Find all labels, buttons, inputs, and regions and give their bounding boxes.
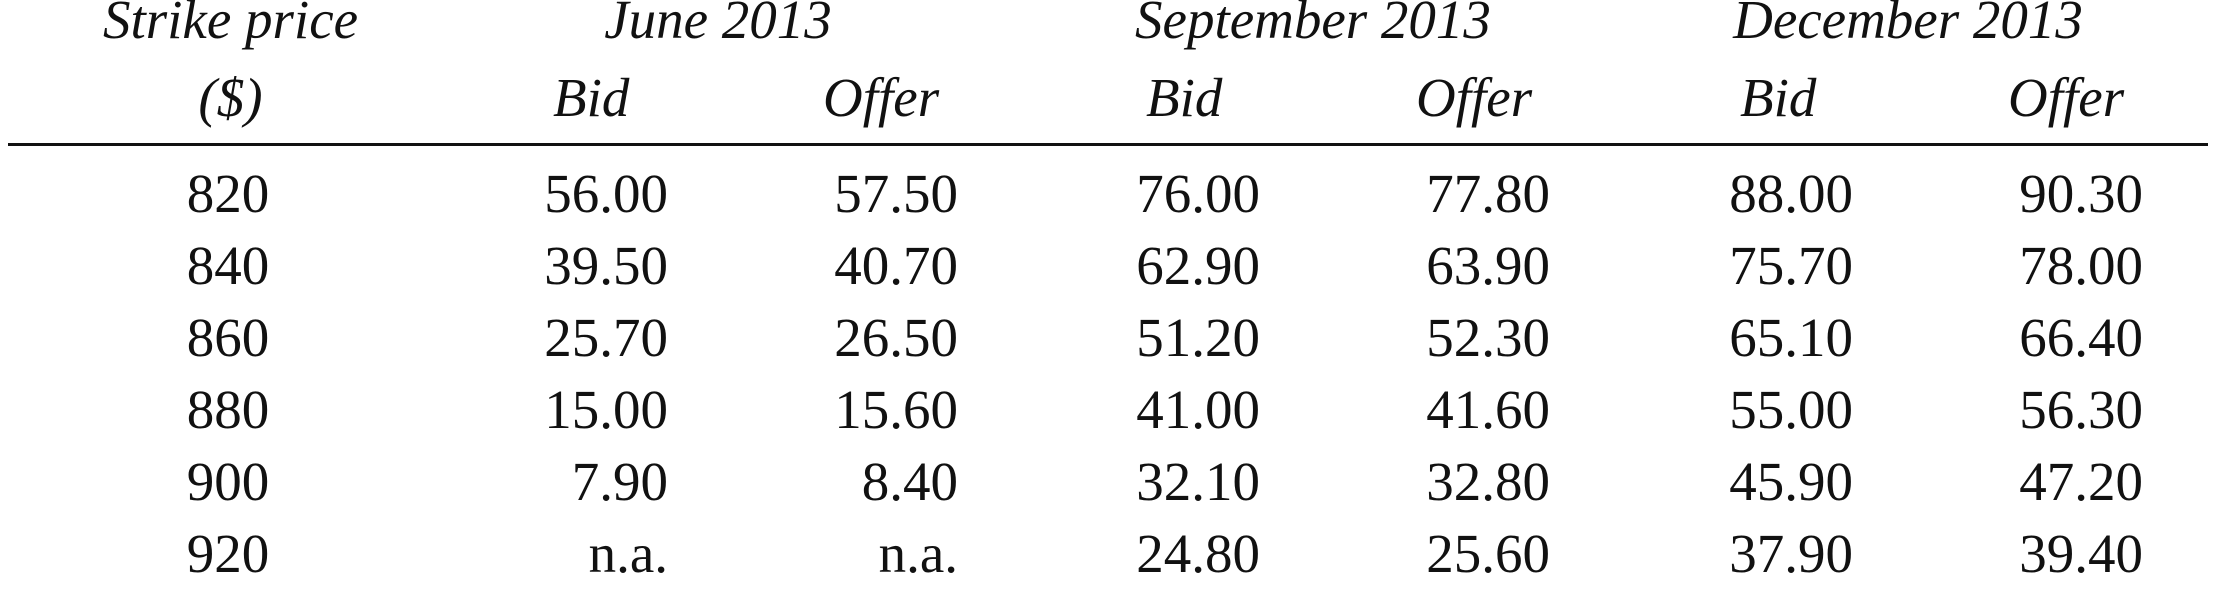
- september-bid-cell: 32.10: [1136, 451, 1260, 512]
- september-offer-cell: 25.60: [1426, 523, 1550, 584]
- june-bid-cell: 15.00: [544, 379, 668, 440]
- december-offer-cell: 66.40: [2019, 307, 2143, 368]
- group-june-2013: June 2013: [604, 0, 832, 50]
- strike-cell: 880: [186, 379, 270, 440]
- december-offer-cell: 90.30: [2019, 163, 2143, 224]
- table-row: 880 15.00 15.60 41.00 41.60 55.00 56.30: [8, 375, 2208, 445]
- september-bid-header: Bid: [1146, 67, 1223, 128]
- group-december-2013: December 2013: [1733, 0, 2083, 50]
- table-row: 920 n.a. n.a. 24.80 25.60 37.90 39.40: [8, 519, 2208, 589]
- strike-price-unit: ($): [198, 67, 263, 128]
- december-bid-cell: 55.00: [1729, 379, 1853, 440]
- june-bid-cell: 25.70: [544, 307, 668, 368]
- september-bid-cell: 24.80: [1136, 523, 1260, 584]
- strike-cell: 900: [186, 451, 270, 512]
- december-bid-cell: 75.70: [1729, 235, 1853, 296]
- december-bid-cell: 45.90: [1729, 451, 1853, 512]
- december-offer-cell: 47.20: [2019, 451, 2143, 512]
- december-offer-cell: 56.30: [2019, 379, 2143, 440]
- december-bid-cell: 65.10: [1729, 307, 1853, 368]
- table-row: 860 25.70 26.50 51.20 52.30 65.10 66.40: [8, 303, 2208, 373]
- june-offer-cell: 40.70: [834, 235, 958, 296]
- december-bid-header: Bid: [1740, 67, 1817, 128]
- september-offer-cell: 77.80: [1426, 163, 1550, 224]
- september-offer-cell: 32.80: [1426, 451, 1550, 512]
- september-offer-cell: 63.90: [1426, 235, 1550, 296]
- strike-cell: 860: [186, 307, 270, 368]
- june-bid-cell: 7.90: [571, 451, 668, 512]
- header-rule: [8, 143, 2208, 146]
- june-offer-cell: n.a.: [878, 523, 958, 584]
- september-bid-cell: 41.00: [1136, 379, 1260, 440]
- december-offer-header: Offer: [2008, 67, 2125, 128]
- september-bid-cell: 62.90: [1136, 235, 1260, 296]
- group-september-2013: September 2013: [1135, 0, 1491, 50]
- strike-cell: 920: [186, 523, 270, 584]
- june-bid-header: Bid: [553, 67, 630, 128]
- september-bid-cell: 51.20: [1136, 307, 1260, 368]
- strike-price-header: Strike price: [102, 0, 359, 50]
- december-bid-cell: 37.90: [1729, 523, 1853, 584]
- strike-cell: 840: [186, 235, 270, 296]
- december-bid-cell: 88.00: [1729, 163, 1853, 224]
- september-offer-cell: 52.30: [1426, 307, 1550, 368]
- september-bid-cell: 76.00: [1136, 163, 1260, 224]
- strike-cell: 820: [186, 163, 270, 224]
- december-offer-cell: 78.00: [2019, 235, 2143, 296]
- june-offer-cell: 26.50: [834, 307, 958, 368]
- june-bid-cell: n.a.: [588, 523, 668, 584]
- table-row: 900 7.90 8.40 32.10 32.80 45.90 47.20: [8, 447, 2208, 517]
- june-bid-cell: 39.50: [544, 235, 668, 296]
- december-offer-cell: 39.40: [2019, 523, 2143, 584]
- september-offer-header: Offer: [1416, 67, 1533, 128]
- table-row: 820 56.00 57.50 76.00 77.80 88.00 90.30: [8, 159, 2208, 229]
- june-offer-header: Offer: [823, 67, 940, 128]
- september-offer-cell: 41.60: [1426, 379, 1550, 440]
- june-offer-cell: 15.60: [834, 379, 958, 440]
- june-offer-cell: 8.40: [861, 451, 958, 512]
- june-offer-cell: 57.50: [834, 163, 958, 224]
- table-row: 840 39.50 40.70 62.90 63.90 75.70 78.00: [8, 231, 2208, 301]
- june-bid-cell: 56.00: [544, 163, 668, 224]
